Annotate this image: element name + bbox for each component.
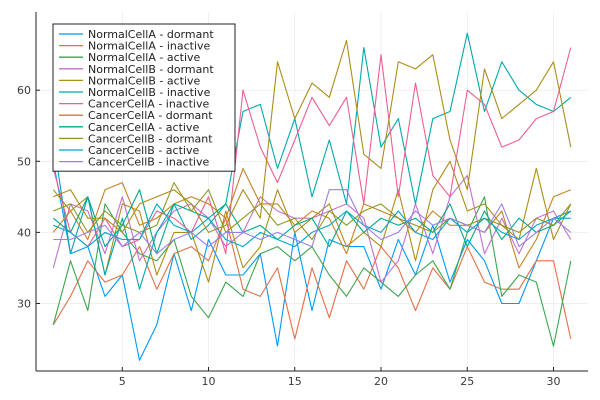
- series-layer: [52, 32, 572, 361]
- legend-label: NormalCellB - inactive: [88, 86, 211, 99]
- legend-label: CancerCellA - active: [88, 121, 199, 134]
- series-line: [52, 217, 572, 340]
- y-tick-label: 60: [17, 84, 31, 97]
- x-tick-label: 10: [202, 375, 216, 388]
- series-line: [52, 32, 572, 290]
- series-line: [53, 39, 572, 233]
- legend-label: CancerCellA - inactive: [88, 98, 209, 111]
- x-tick-label: 5: [119, 375, 126, 388]
- series-line: [52, 189, 572, 255]
- axis-layer: 5 10 15 20 25 30 30 40 50 60: [17, 12, 588, 388]
- x-tick-label: 25: [460, 375, 474, 388]
- series-line: [52, 161, 572, 361]
- legend-label: CancerCellB - active: [88, 144, 199, 157]
- y-tick-label: 50: [17, 155, 31, 168]
- legend-label: NormalCellA - dormant: [88, 28, 214, 41]
- series-line: [53, 189, 572, 255]
- x-tick-label: 30: [547, 375, 561, 388]
- legend-label: CancerCellB - dormant: [88, 132, 213, 145]
- legend-box: [52, 23, 236, 172]
- legend-label: NormalCellA - active: [88, 51, 201, 64]
- legend-label: CancerCellB - inactive: [88, 156, 209, 169]
- legend-label: CancerCellA - dormant: [88, 109, 213, 122]
- x-tick-label: 20: [374, 375, 388, 388]
- legend-label: NormalCellA - inactive: [88, 40, 211, 53]
- x-tick-label: 15: [288, 375, 302, 388]
- legend-label: NormalCellB - active: [88, 74, 201, 87]
- y-tick-label: 40: [17, 226, 31, 239]
- series-line: [53, 203, 571, 248]
- legend-label: NormalCellB - dormant: [88, 63, 214, 76]
- y-tick-label: 30: [17, 297, 31, 310]
